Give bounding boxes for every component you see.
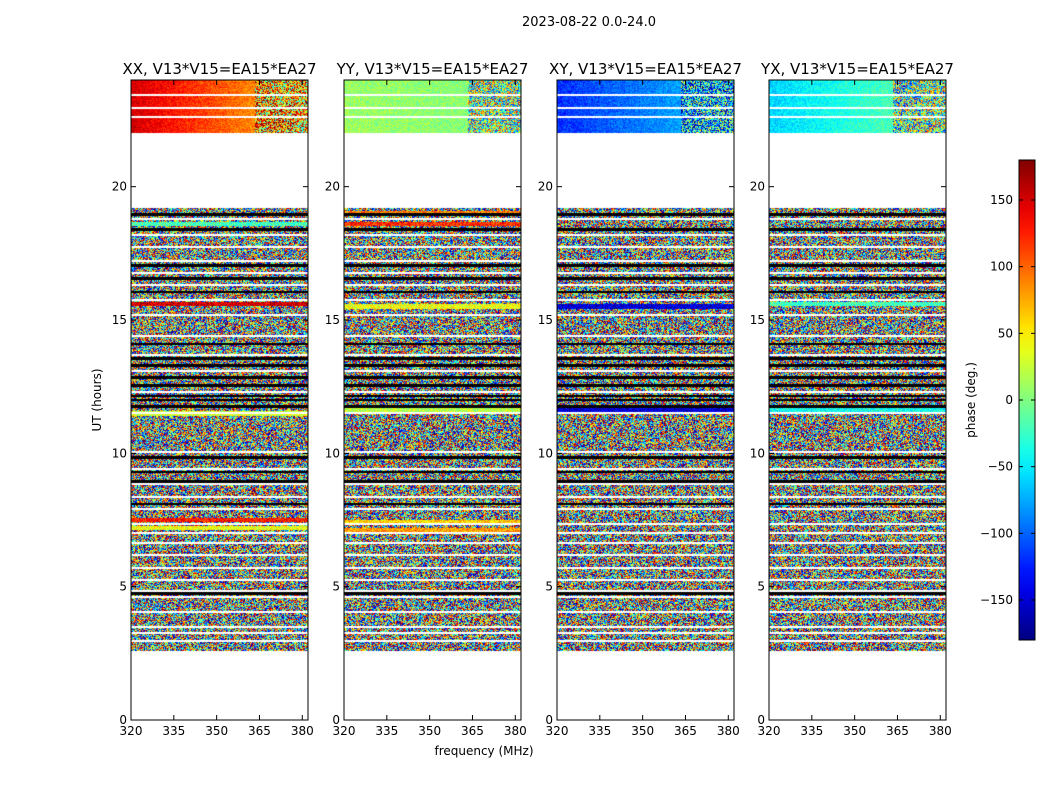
axes-frame [130,79,309,721]
x-tick-label: 380 [291,724,314,738]
x-tick-label: 335 [162,724,185,738]
y-tick-label: 0 [757,713,765,727]
x-tick-label: 335 [800,724,823,738]
x-tick-label: 335 [375,724,398,738]
y-tick-label: 15 [750,313,765,327]
y-tick-label: 15 [112,313,127,327]
x-tick-label: 365 [674,724,697,738]
y-tick-label: 20 [538,180,553,194]
x-tick-label: 365 [248,724,271,738]
heatmap-yy [344,80,521,720]
panel-title: XY, V13*V15=EA15*EA27 [549,60,742,78]
y-tick-label: 0 [119,713,127,727]
panel-xx: XX, V13*V15=EA15*EA27 320 335 350 365 380 0 5 10… [112,60,317,738]
y-tick-label: 10 [112,446,127,460]
colorbar: 150 100 50 0 −50 −100 −150 [980,159,1036,641]
y-axis-label: UT (hours) [90,368,104,431]
heatmap-yx [769,80,946,720]
colorbar-tick-label: −100 [980,526,1013,540]
y-tick-label: 10 [538,446,553,460]
x-tick-label: 350 [631,724,654,738]
axes-frame [556,79,735,721]
x-tick-label: 380 [504,724,527,738]
colorbar-tick-label: 100 [990,260,1013,274]
colorbar-tick-label: 50 [998,326,1013,340]
y-tick-label: 5 [332,580,340,594]
y-tick-label: 5 [757,580,765,594]
colorbar-tick-label: −150 [980,593,1013,607]
x-axis-label: frequency (MHz) [434,744,533,758]
figure-title: 2023-08-22 0.0-24.0 [522,15,656,30]
x-tick-label: 365 [886,724,909,738]
y-tick-label: 20 [112,180,127,194]
x-tick-label: 350 [418,724,441,738]
y-tick-label: 5 [545,580,553,594]
panel-yy: YY, V13*V15=EA15*EA27 320 335 350 365 380 0 5 10… [325,60,529,738]
y-tick-label: 15 [325,313,340,327]
heatmap-xy [557,80,734,720]
colorbar-tick-label: 0 [1005,393,1013,407]
heatmap-xx [131,80,308,720]
x-tick-label: 320 [546,724,569,738]
colorbar-label: phase (deg.) [964,362,978,438]
y-tick-label: 0 [332,713,340,727]
x-tick-label: 380 [929,724,952,738]
axes-frame [343,79,522,721]
x-tick-label: 365 [461,724,484,738]
y-tick-label: 10 [750,446,765,460]
x-tick-label: 320 [333,724,356,738]
x-tick-label: 380 [717,724,740,738]
panel-yx: YX, V13*V15=EA15*EA27 320 335 350 365 380 0 5 10… [750,60,954,738]
x-tick-label: 320 [758,724,781,738]
y-tick-label: 10 [325,446,340,460]
y-tick-label: 20 [750,180,765,194]
panel-title: YY, V13*V15=EA15*EA27 [336,60,529,78]
y-tick-label: 15 [538,313,553,327]
y-tick-label: 20 [325,180,340,194]
x-tick-label: 320 [120,724,143,738]
axes-frame [768,79,947,721]
panel-title: YX, V13*V15=EA15*EA27 [760,60,954,78]
x-tick-label: 350 [205,724,228,738]
y-tick-label: 0 [545,713,553,727]
colorbar-tick-label: −50 [988,460,1013,474]
x-tick-label: 350 [843,724,866,738]
colorbar-tick-label: 150 [990,193,1013,207]
panel-title: XX, V13*V15=EA15*EA27 [122,60,316,78]
panel-xy: XY, V13*V15=EA15*EA27 320 335 350 365 380 0 5 10… [538,60,742,738]
x-tick-label: 335 [588,724,611,738]
y-tick-label: 5 [119,580,127,594]
